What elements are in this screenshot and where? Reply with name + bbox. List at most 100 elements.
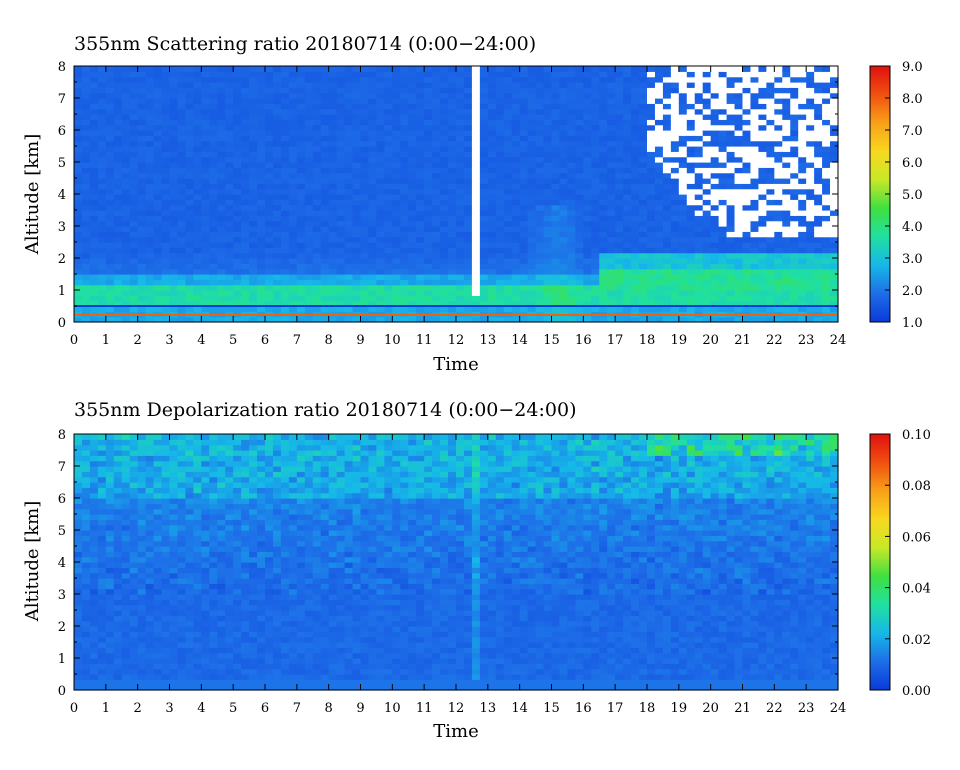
- heatmap-cell: [81, 124, 91, 131]
- heatmap-cell: [376, 236, 385, 243]
- heatmap-cell: [599, 92, 608, 99]
- heatmap-cell: [495, 306, 505, 312]
- heatmap-cell: [591, 167, 600, 174]
- heatmap-cell: [392, 274, 401, 280]
- heatmap-cell: [432, 220, 441, 227]
- heatmap-cell: [607, 210, 616, 216]
- heatmap-cell: [249, 263, 258, 270]
- heatmap-cell: [304, 92, 314, 99]
- heatmap-cell: [368, 284, 378, 291]
- heatmap-cell: [74, 194, 83, 200]
- heatmap-cell: [241, 87, 250, 94]
- heatmap-cell: [575, 119, 584, 126]
- heatmap-cell: [798, 188, 807, 195]
- heatmap-cell: [145, 172, 155, 179]
- heatmap-cell: [129, 92, 139, 99]
- heatmap-cell: [241, 92, 250, 99]
- heatmap-cell: [479, 231, 489, 238]
- heatmap-cell: [766, 167, 775, 174]
- heatmap-cell: [583, 167, 592, 174]
- heatmap-cell: [463, 172, 473, 179]
- heatmap-cell: [543, 140, 553, 147]
- heatmap-cell: [463, 194, 473, 200]
- heatmap-cell: [74, 663, 83, 670]
- heatmap-cell: [631, 114, 640, 120]
- heatmap-cell: [81, 562, 91, 568]
- heatmap-cell: [487, 258, 497, 264]
- heatmap-cell: [304, 210, 314, 216]
- heatmap-cell: [710, 178, 720, 184]
- heatmap-cell: [185, 92, 194, 99]
- heatmap-cell: [105, 114, 115, 120]
- heatmap-cell: [280, 226, 290, 232]
- heatmap-cell: [233, 231, 242, 238]
- heatmap-cell: [336, 236, 346, 243]
- heatmap-cell: [639, 188, 648, 195]
- heatmap-cell: [726, 194, 736, 200]
- heatmap-cell: [376, 300, 385, 307]
- heatmap-cell: [750, 247, 760, 254]
- heatmap-cell: [631, 252, 640, 259]
- heatmap-cell: [408, 242, 417, 248]
- heatmap-cell: [328, 108, 338, 115]
- heatmap-cell: [535, 258, 545, 264]
- heatmap-cell: [161, 82, 171, 88]
- heatmap-cell: [113, 204, 123, 211]
- heatmap-cell: [97, 668, 107, 675]
- heatmap-cell: [89, 284, 99, 291]
- heatmap-cell: [790, 82, 799, 88]
- heatmap-cell: [607, 140, 616, 147]
- heatmap-cell: [209, 188, 218, 195]
- heatmap-cell: [153, 300, 163, 307]
- heatmap-cell: [376, 290, 385, 296]
- heatmap-cell: [249, 183, 258, 190]
- heatmap-cell: [495, 188, 505, 195]
- heatmap-cell: [623, 300, 632, 307]
- heatmap-cell: [336, 178, 346, 184]
- heatmap-cell: [153, 226, 163, 232]
- heatmap-cell: [790, 268, 799, 275]
- heatmap-cell: [734, 135, 744, 142]
- heatmap-cell: [623, 279, 632, 286]
- heatmap-cell: [742, 252, 752, 259]
- heatmap-cell: [631, 242, 640, 248]
- heatmap-cell: [272, 71, 282, 78]
- heatmap-cell: [185, 316, 194, 323]
- heatmap-cell: [639, 135, 648, 142]
- heatmap-cell: [241, 71, 250, 78]
- heatmap-cell: [241, 268, 250, 275]
- heatmap-cell: [702, 87, 712, 94]
- heatmap-cell: [463, 156, 473, 163]
- heatmap-cell: [479, 114, 489, 120]
- heatmap-cell: [97, 460, 107, 467]
- heatmap-cell: [686, 130, 696, 136]
- heatmap-cell: [129, 295, 139, 302]
- heatmap-cell: [137, 284, 147, 291]
- heatmap-cell: [336, 226, 346, 232]
- heatmap-cell: [694, 215, 704, 222]
- heatmap-cell: [639, 162, 648, 168]
- heatmap-cell: [583, 194, 592, 200]
- heatmap-cell: [774, 172, 783, 179]
- heatmap-cell: [686, 242, 696, 248]
- heatmap-cell: [344, 284, 354, 291]
- x-tick-label: 10: [384, 333, 401, 348]
- heatmap-cell: [161, 268, 171, 275]
- panel1-plot-area: [73, 65, 839, 323]
- heatmap-cell: [718, 242, 728, 248]
- heatmap-cell: [734, 290, 744, 296]
- heatmap-cell: [479, 290, 489, 296]
- heatmap-cell: [678, 172, 688, 179]
- heatmap-cell: [742, 183, 752, 190]
- heatmap-cell: [726, 130, 736, 136]
- heatmap-cell: [145, 151, 155, 158]
- heatmap-cell: [591, 188, 600, 195]
- heatmap-cell: [607, 188, 616, 195]
- heatmap-cell: [519, 162, 529, 168]
- heatmap-cell: [81, 268, 91, 275]
- heatmap-cell: [766, 263, 775, 270]
- heatmap-cell: [392, 92, 401, 99]
- heatmap-cell: [575, 71, 584, 78]
- heatmap-cell: [81, 668, 91, 675]
- heatmap-cell: [432, 124, 441, 131]
